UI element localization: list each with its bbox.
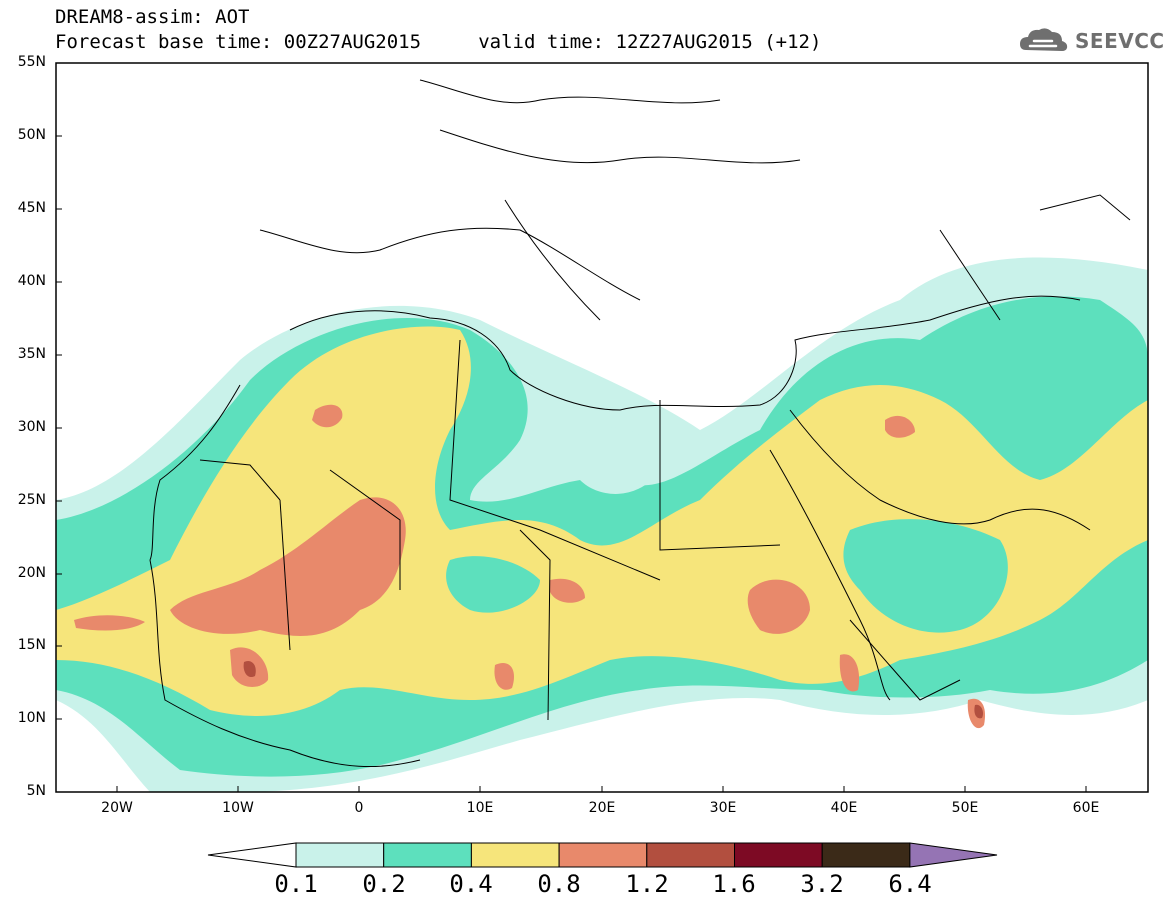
lat-tick-label: 50N [17,127,46,143]
colorbar-bin [558,842,648,868]
colorbar-label: 3.2 [800,870,844,898]
lat-tick-label: 35N [17,346,46,362]
colorbar-label: 0.4 [449,870,493,898]
lon-tick-label: 0 [354,800,364,816]
colorbar-label: 0.2 [362,870,406,898]
lon-tick-label: 30E [709,800,737,816]
forecast-times: Forecast base time: 00Z27AUG2015 valid t… [55,31,822,53]
lat-tick-label: 10N [17,710,46,726]
lat-tick-label: 5N [26,783,46,799]
lat-tick-label: 40N [17,273,46,289]
colorbar-label: 0.8 [537,870,581,898]
lat-tick-label: 20N [17,565,46,581]
colorbar-label: 6.4 [888,870,932,898]
colorbar-label: 1.6 [712,870,756,898]
colorbar-label: 0.1 [274,870,318,898]
aot-field [56,257,1148,792]
colorbar-bin [821,842,911,868]
lat-tick-label: 30N [17,419,46,435]
lon-tick-label: 40E [830,800,858,816]
colorbar-bin [646,842,735,868]
lat-tick-label: 25N [17,492,46,508]
lat-tick-label: 45N [17,200,46,216]
lon-tick-label: 10E [466,800,494,816]
logo-text: SEEVCCC [1075,29,1165,53]
coastlines [149,79,1131,768]
colorbar-over-arrow [909,842,998,868]
colorbar-bin [470,842,560,868]
colorbar-bin [295,842,385,868]
cloud-icon [1020,28,1068,51]
lat-tick-label: 15N [17,637,46,653]
lon-tick-label: 20W [101,800,133,816]
lon-tick-label: 60E [1072,800,1100,816]
map-title: DREAM8-assim: AOT [55,6,250,28]
lon-tick-label: 50E [951,800,979,816]
lon-tick-label: 20E [588,800,616,816]
axis-ticks [56,62,1087,792]
colorbar [207,842,998,868]
lat-tick-label: 55N [17,54,46,70]
colorbar-label: 1.2 [625,870,669,898]
colorbar-bin [734,842,823,868]
colorbar-bin [383,842,472,868]
lon-tick-label: 10W [222,800,254,816]
